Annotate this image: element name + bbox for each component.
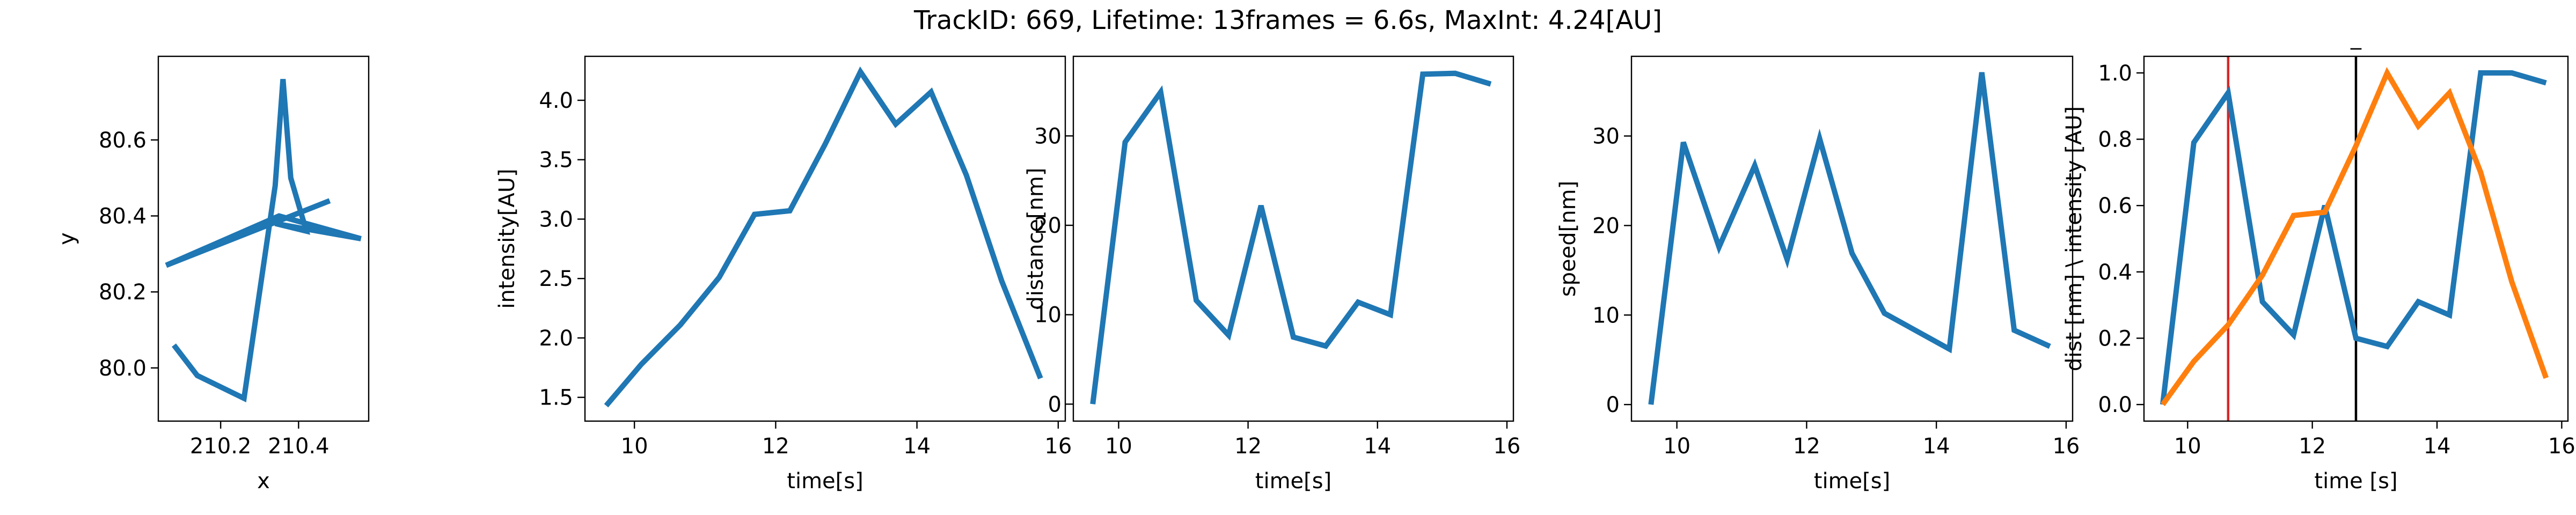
- chart-panel-4-ytick-label-1: 0: [1606, 393, 1620, 417]
- chart-panel-1-series-1-line: [165, 79, 362, 402]
- chart-panel-5-title: _: [2350, 25, 2362, 50]
- chart-panel-3: 10 12 14 16 0 10 20 30 time[s] distance[nm]: [1023, 55, 1520, 494]
- chart-panel-4: 10 12 14 16 0 10 20 30 time[s] speed[nm]: [1556, 55, 2080, 494]
- chart-panel-1-xtick-label-1: 210.2: [190, 434, 252, 459]
- chart-panel-5-ytick-label-2: 0.2: [2098, 326, 2132, 351]
- chart-panel-4-xtick-label-1: 10: [1663, 434, 1690, 459]
- chart-panel-4-xtick-label-3: 14: [1923, 434, 1950, 459]
- chart-panel-2-ytick-label-6: 4.0: [539, 89, 573, 113]
- chart-panel-4-xtick-label-2: 12: [1793, 434, 1820, 459]
- chart-panel-1-ylabel: y: [55, 232, 79, 245]
- chart-panel-3-ytick-label-2: 10: [1034, 303, 1062, 328]
- chart-panel-5-ylabel: dist [nm] \ intensity [AU]: [2062, 106, 2087, 371]
- chart-panel-2-xtick-label-4: 16: [1044, 434, 1072, 459]
- chart-panel-2-xtick-label-3: 14: [903, 434, 931, 459]
- chart-panel-3-ylabel: distance[nm]: [1023, 167, 1048, 310]
- chart-panel-3-ytick-label-1: 0: [1048, 392, 1062, 417]
- chart-panel-5-ytick-label-3: 0.4: [2098, 260, 2132, 285]
- chart-panel-4-frame: [1630, 55, 2074, 422]
- chart-panel-2-ytick-label-3: 2.5: [539, 267, 573, 291]
- chart-panel-1-ytick-label-3: 80.4: [99, 204, 147, 229]
- chart-panel-4-ytick-label-4: 30: [1592, 124, 1620, 149]
- chart-panel-2-series-1-line: [604, 66, 1043, 408]
- chart-panel-5: 10 12 14 16 0.0 0.2 0.4 0.6 0.8 1.0 time [s] dist […: [2062, 25, 2575, 494]
- chart-panel-4-xlabel: time[s]: [1814, 469, 1890, 494]
- chart-panel-4-ytick-label-3: 20: [1592, 214, 1620, 238]
- chart-panel-2-ytick-label-4: 3.0: [539, 207, 573, 232]
- chart-panel-3-frame: [1072, 55, 1514, 422]
- chart-panel-1-xtick-label-2: 210.4: [268, 434, 330, 459]
- chart-panel-1-xlabel: x: [257, 469, 270, 494]
- chart-panel-2-xtick-label-2: 12: [762, 434, 789, 459]
- chart-panel-4-xtick-label-4: 16: [2052, 434, 2080, 459]
- chart-panel-3-xlabel: time[s]: [1255, 469, 1331, 494]
- chart-panel-2-xlabel: time[s]: [787, 469, 863, 494]
- chart-panel-2-frame: [584, 55, 1066, 422]
- chart-panel-3-xtick-label-4: 16: [1493, 434, 1520, 459]
- chart-panel-5-xtick-label-1: 10: [2174, 434, 2201, 459]
- chart-panel-1-ytick-label-1: 80.0: [99, 356, 147, 381]
- chart-panel-5-frame: [2143, 55, 2569, 422]
- chart-panel-5-series-1-line: [2160, 70, 2547, 405]
- chart-panel-5-xtick-label-2: 12: [2299, 434, 2326, 459]
- chart-panel-3-xtick-label-2: 12: [1234, 434, 1262, 459]
- chart-panel-5-plot-area: [2160, 56, 2549, 421]
- chart-panel-2-plot-area: [604, 66, 1043, 408]
- chart-panel-3-series-1-line: [1090, 70, 1492, 404]
- chart-panel-5-xtick-label-4: 16: [2548, 434, 2575, 459]
- chart-panel-2: 10 12 14 16 1.5 2.0 2.5 3.0 3.5 4.0 time[s] intensi…: [495, 55, 1072, 494]
- chart-panel-2-ytick-label-2: 2.0: [539, 326, 573, 351]
- chart-panel-1-ytick-label-4: 80.6: [99, 128, 147, 153]
- chart-panel-5-ytick-label-6: 1.0: [2098, 61, 2132, 86]
- chart-panel-2-xtick-label-1: 10: [621, 434, 648, 459]
- chart-panel-2-ylabel: intensity[AU]: [495, 168, 519, 308]
- chart-panel-3-ytick-label-4: 30: [1034, 124, 1062, 149]
- chart-panel-1-ytick-label-2: 80.2: [99, 280, 147, 305]
- chart-panel-2-ytick-label-1: 1.5: [539, 386, 573, 410]
- chart-panel-3-xtick-label-3: 14: [1364, 434, 1391, 459]
- chart-panel-2-ytick-label-5: 3.5: [539, 148, 573, 173]
- chart-panel-3-ytick-label-3: 20: [1034, 214, 1062, 238]
- chart-panel-4-plot-area: [1648, 72, 2051, 405]
- chart-panel-5-series-2-line: [2160, 67, 2549, 407]
- chart-panel-4-ylabel: speed[nm]: [1556, 181, 1580, 297]
- chart-panel-1-plot-area: [165, 79, 362, 402]
- chart-panel-4-ytick-label-2: 10: [1592, 303, 1620, 328]
- chart-panel-5-xlabel: time [s]: [2314, 469, 2397, 494]
- chart-panel-3-plot-area: [1090, 70, 1492, 404]
- chart-panel-3-xtick-label-1: 10: [1105, 434, 1132, 459]
- chart-panel-1: 210.2 210.4 80.0 80.2 80.4 80.6 x y: [55, 55, 370, 494]
- chart-panel-5-ytick-label-4: 0.6: [2098, 194, 2132, 218]
- chart-panel-1-frame: [157, 55, 370, 422]
- chart-panel-4-series-1-line: [1648, 72, 2051, 405]
- chart-panel-5-xtick-label-3: 14: [2424, 434, 2451, 459]
- chart-panel-5-ytick-label-1: 0.0: [2098, 393, 2132, 417]
- chart-panel-5-ytick-label-5: 0.8: [2098, 128, 2132, 152]
- figure-title: TrackID: 669, Lifetime: 13frames = 6.6s,…: [913, 5, 1662, 35]
